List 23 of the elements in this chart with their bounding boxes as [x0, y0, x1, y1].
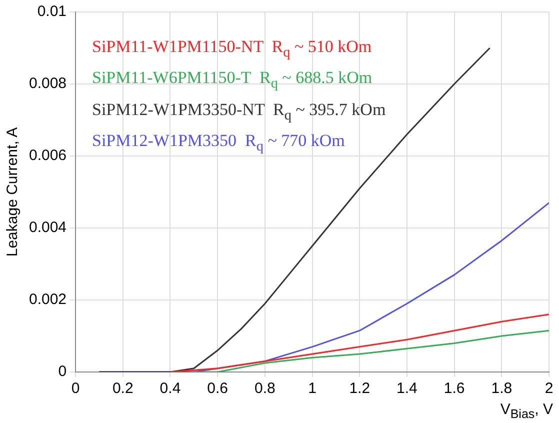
x-tick-label: 2 — [544, 380, 554, 398]
x-tick-label: 0.4 — [160, 380, 181, 398]
y-tick-label: 0.006 — [28, 147, 67, 164]
y-axis-title: Leakage Current, A — [4, 127, 22, 257]
y-tick-label: 0.01 — [37, 3, 67, 20]
text: SiPM12-W1PM3350 R$_{q}$ ~ 770 kOm — [92, 130, 346, 157]
x-tick-label: 1.4 — [396, 380, 418, 398]
x-tick-label: 0.8 — [254, 380, 276, 398]
x-tick-label: 0.2 — [112, 380, 134, 398]
x-tick-label: 0 — [71, 380, 80, 398]
y-tick-label: 0.002 — [28, 291, 67, 308]
x-tick-label: 1.6 — [444, 380, 465, 398]
text: SiPM11-W6PM1150-T R$_{q}$ ~ 688.5 kOm — [92, 67, 374, 94]
x-tick-label: 1.2 — [349, 380, 370, 398]
x-axis-title: V$_{Bias}$, V — [500, 401, 553, 421]
y-tick-label: 0 — [58, 363, 67, 380]
x-tick-label: 1.8 — [491, 380, 512, 398]
y-tick-label: 0.004 — [28, 219, 67, 236]
text: SiPM11-W1PM1150-NT R$_{q}$ ~ 510 kOm — [92, 36, 373, 62]
series-label: SiPM12-W1PM3350-NT R$_{q}$ ~ 395.7 kOm — [92, 98, 386, 126]
x-tick-label: 1 — [308, 380, 316, 398]
y-tick-label: 0.008 — [28, 75, 67, 92]
x-tick-label: 0.6 — [207, 380, 228, 398]
